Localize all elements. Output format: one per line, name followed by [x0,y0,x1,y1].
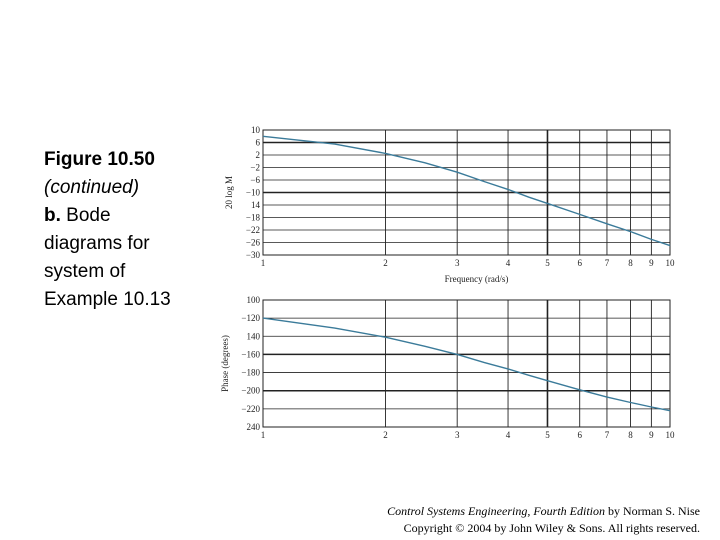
magnitude-ytick-label-10: −30 [246,250,261,260]
figure-desc-line1: b. Bode [44,202,224,230]
figure-desc-2: diagrams for [44,233,150,254]
phase-xtick-label-9: 9 [649,430,654,440]
credit-line1: Control Systems Engineering, Fourth Edit… [387,503,700,520]
phase-xtick-label-1: 1 [261,430,266,440]
magnitude-ytick-label-0: 10 [251,125,261,135]
phase-xtick-label-5: 5 [545,430,550,440]
magnitude-xtick-label-1: 1 [261,258,266,268]
phase-xtick-label-10: 10 [666,430,676,440]
magnitude-ytick-label-9: −26 [246,238,261,248]
phase-ytick-label-3: −160 [241,349,260,359]
book-title: Control Systems Engineering, Fourth Edit… [387,504,605,518]
magnitude-ytick-label-6: 14 [251,200,261,210]
magnitude-xtick-label-2: 2 [383,258,388,268]
magnitude-xtick-label-5: 5 [545,258,550,268]
credit-block: Control Systems Engineering, Fourth Edit… [387,503,700,537]
phase-xtick-label-3: 3 [455,430,460,440]
magnitude-ytick-label-1: 6 [256,138,261,148]
phase-xtick-label-7: 7 [605,430,610,440]
magnitude-x-axis-label: Frequency (rad/s) [445,274,509,284]
phase-ytick-label-2: 140 [247,331,261,341]
phase-ytick-label-0: 100 [247,295,261,305]
magnitude-ytick-label-2: 2 [256,150,261,160]
phase-ytick-label-5: −200 [241,386,260,396]
phase-ytick-label-6: −220 [241,404,260,414]
magnitude-series-line-0 [262,135,671,247]
magnitude-plot-frame [262,129,671,256]
magnitude-xtick-label-9: 9 [649,258,654,268]
magnitude-xtick-label-8: 8 [628,258,633,268]
phase-xtick-label-6: 6 [577,430,582,440]
phase-ytick-label-4: −180 [241,368,260,378]
figure-desc-4: Example 10.13 [44,289,171,310]
magnitude-xtick-label-10: 10 [666,258,676,268]
figure-caption: Figure 10.50 (continued) b. Bode diagram… [44,146,224,314]
phase-series-line-0 [262,317,671,412]
magnitude-xtick-label-7: 7 [605,258,610,268]
magnitude-ytick-label-8: −22 [246,225,260,235]
magnitude-ytick-label-4: −6 [250,175,260,185]
figure-part-label: b. [44,205,61,226]
phase-ytick-label-7: 240 [247,422,261,432]
figure-desc-3: system of [44,261,126,282]
magnitude-ytick-label-5: −10 [246,188,261,198]
magnitude-y-axis-label: 20 log M [224,176,234,209]
phase-xtick-label-2: 2 [383,430,388,440]
figure-continued: (continued) [44,177,140,198]
magnitude-ytick-label-7: −18 [246,213,261,223]
magnitude-xtick-label-3: 3 [455,258,460,268]
phase-plot-frame [262,299,671,428]
magnitude-xtick-label-6: 6 [577,258,582,268]
phase-xtick-label-8: 8 [628,430,633,440]
phase-xtick-label-4: 4 [506,430,511,440]
figure-number: Figure 10.50 [44,149,155,170]
book-author: by Norman S. Nise [605,504,700,518]
copyright-line: Copyright © 2004 by John Wiley & Sons. A… [403,521,700,535]
magnitude-xtick-label-4: 4 [506,258,511,268]
figure-desc-1: Bode [60,205,111,226]
magnitude-ytick-label-3: −2 [250,163,260,173]
phase-y-axis-label: Phase (degrees) [220,335,230,392]
phase-ytick-label-1: −120 [241,313,260,323]
